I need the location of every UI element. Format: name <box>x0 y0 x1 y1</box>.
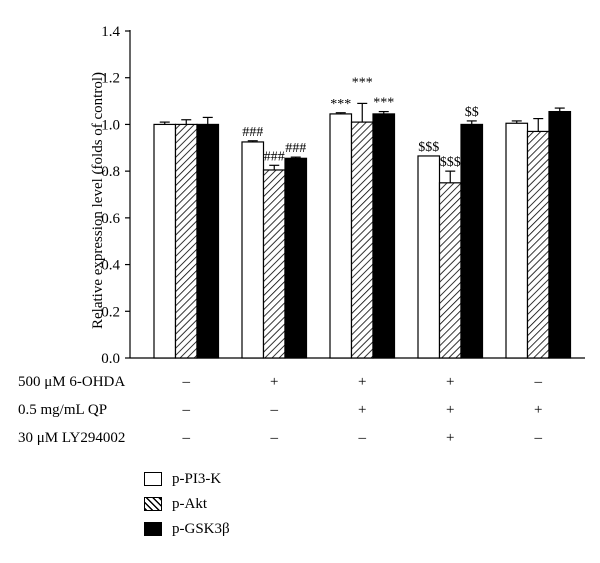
treatment-label: 500 μM 6-OHDA <box>18 374 126 390</box>
treatment-sign: – <box>182 374 191 390</box>
bar <box>526 130 550 359</box>
y-tick-label: 1.4 <box>101 24 120 40</box>
treatment-sign: – <box>270 402 279 418</box>
legend-item: p-GSK3β <box>144 520 230 538</box>
legend-swatch <box>144 497 162 511</box>
bar <box>548 110 572 359</box>
treatment-sign: – <box>358 430 367 446</box>
significance-mark: *** <box>373 96 394 111</box>
bar <box>372 113 396 359</box>
significance-mark: $$ <box>465 105 479 120</box>
treatment-label: 0.5 mg/mL QP <box>18 402 108 418</box>
legend-label: p-PI3-K <box>172 470 222 487</box>
legend-label: p-GSK3β <box>172 520 230 537</box>
legend-swatch <box>144 522 162 536</box>
bar <box>505 122 529 359</box>
legend-item: p-PI3-K <box>144 470 221 488</box>
y-tick-label: 0.4 <box>101 258 120 274</box>
bar <box>153 123 177 359</box>
bar <box>329 113 353 359</box>
treatment-sign: + <box>358 374 367 390</box>
significance-mark: *** <box>330 97 351 112</box>
bar <box>262 169 286 359</box>
bar <box>460 123 484 359</box>
treatment-sign: + <box>446 402 455 418</box>
y-tick-label: 0.2 <box>101 304 120 320</box>
y-tick-label: 0.6 <box>101 211 120 227</box>
bar <box>241 141 265 359</box>
legend-item: p-Akt <box>144 495 207 513</box>
significance-mark: $$$ <box>418 140 439 155</box>
treatment-sign: – <box>270 430 279 446</box>
treatment-sign: + <box>446 430 455 446</box>
treatment-sign: – <box>182 430 191 446</box>
treatment-label: 30 μM LY294002 <box>18 430 126 446</box>
bar <box>438 182 462 359</box>
significance-mark: ### <box>242 125 263 140</box>
bar <box>417 155 441 359</box>
treatment-sign: – <box>534 374 543 390</box>
treatment-sign: + <box>270 374 279 390</box>
y-tick-label: 0.0 <box>101 351 120 367</box>
y-axis-label: Relative expression level (folds of cont… <box>90 72 106 329</box>
treatment-sign: + <box>446 374 455 390</box>
y-tick-label: 1.2 <box>101 71 120 87</box>
treatment-sign: + <box>358 402 367 418</box>
significance-mark: ### <box>264 149 285 164</box>
y-tick-label: 0.8 <box>101 164 120 180</box>
significance-mark: $$$ <box>440 155 461 170</box>
bar <box>174 123 198 359</box>
significance-mark: ### <box>285 141 306 156</box>
legend-label: p-Akt <box>172 495 207 512</box>
significance-mark: *** <box>352 75 373 90</box>
bar <box>350 121 374 359</box>
bar <box>196 123 220 359</box>
treatment-sign: – <box>182 402 191 418</box>
bar <box>284 157 308 359</box>
legend-swatch <box>144 472 162 486</box>
y-tick-label: 1.0 <box>101 117 120 133</box>
treatment-sign: – <box>534 430 543 446</box>
treatment-sign: + <box>534 402 543 418</box>
